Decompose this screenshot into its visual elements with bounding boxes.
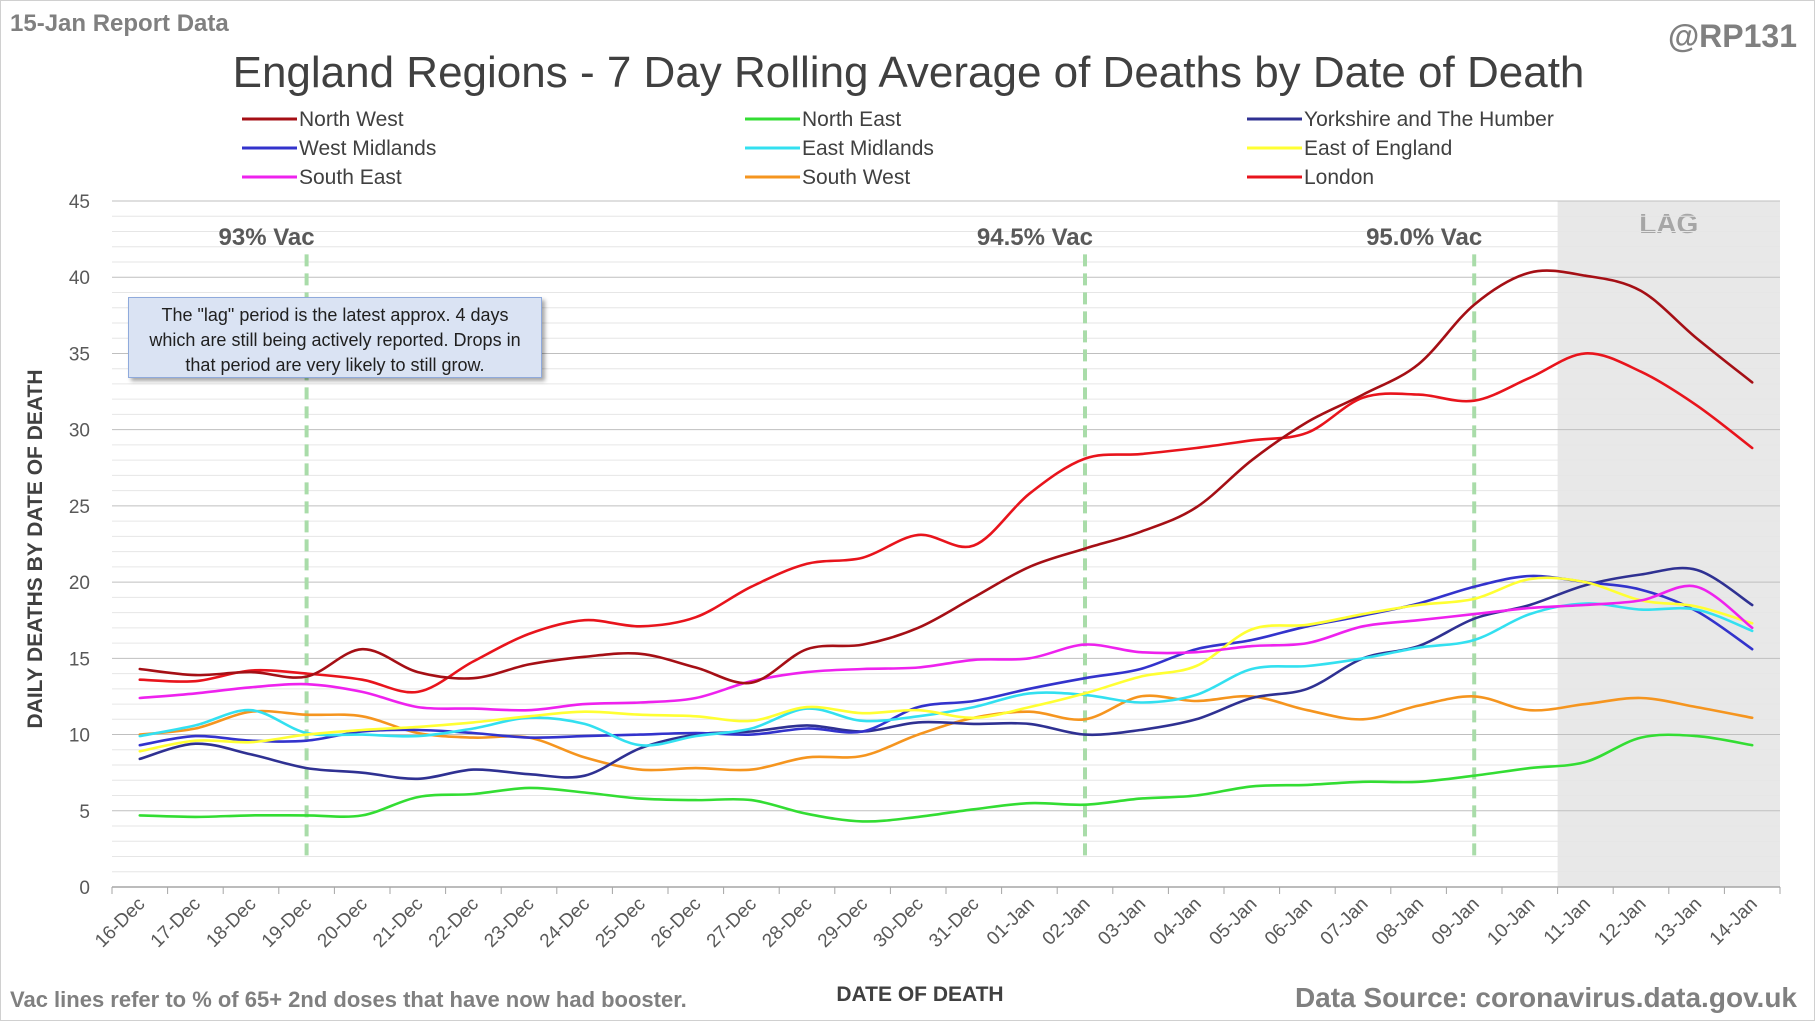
- series-line-yorkshire-and-the-humber: [138, 566, 1754, 781]
- x-tick-label: 08-Jan: [1372, 894, 1428, 950]
- x-tick-label: 11-Jan: [1540, 894, 1595, 949]
- x-tick-label: 05-Jan: [1205, 894, 1261, 950]
- x-tick-label: 28-Dec: [758, 894, 816, 952]
- chart-title: England Regions - 7 Day Rolling Average …: [232, 48, 1585, 97]
- author-handle: @RP131: [1667, 18, 1797, 54]
- x-tick-label: 27-Dec: [703, 894, 761, 952]
- lag-note-box: The "lag" period is the latest approx. 4…: [128, 297, 542, 378]
- vac-label: 95.0% Vac: [1366, 224, 1482, 251]
- x-tick-label: 03-Jan: [1094, 894, 1150, 950]
- x-tick-label: 09-Jan: [1428, 894, 1484, 950]
- vac-footnote: Vac lines refer to % of 65+ 2nd doses th…: [10, 987, 687, 1012]
- y-tick-label: 10: [69, 726, 90, 747]
- x-tick-label: 29-Dec: [814, 894, 872, 952]
- series-line-east-midlands: [138, 602, 1754, 747]
- x-tick-label: 10-Jan: [1483, 894, 1539, 950]
- legend-label-north-east: North East: [802, 108, 901, 131]
- x-tick-label: 12-Jan: [1595, 894, 1651, 950]
- x-tick-label: 24-Dec: [536, 894, 594, 952]
- y-tick-label: 5: [79, 802, 90, 823]
- legend-layer: North West North East Yorkshire and The Hu…: [242, 108, 1554, 189]
- y-tick-label: 30: [69, 421, 90, 442]
- x-tick-label: 19-Dec: [258, 894, 316, 952]
- legend-label-london: London: [1304, 166, 1374, 189]
- x-tick-label: 13-Jan: [1650, 894, 1706, 950]
- legend-label-west-midlands: West Midlands: [299, 137, 436, 160]
- lag-region: [1557, 201, 1780, 887]
- x-tick-label: 20-Dec: [314, 894, 372, 952]
- x-tick-label: 17-Dec: [147, 894, 205, 952]
- legend-label-south-west: South West: [802, 166, 910, 189]
- x-tick-label: 21-Dec: [369, 894, 427, 952]
- lag-region-layer: LAG: [1557, 201, 1780, 887]
- legend-label-north-west: North West: [299, 108, 404, 131]
- legend-label-south-east: South East: [299, 166, 402, 189]
- legend-label-east-of-england: East of England: [1304, 137, 1452, 160]
- y-axis-label: DAILY DEATHS BY DATE OF DEATH: [24, 369, 47, 729]
- x-tick-label: 06-Jan: [1261, 894, 1317, 950]
- legend-label-yorkshire-and-the-humber: Yorkshire and The Humber: [1304, 108, 1554, 131]
- x-tick-label: 25-Dec: [592, 894, 650, 952]
- report-label: 15-Jan Report Data: [10, 10, 229, 37]
- series-line-london: [138, 352, 1754, 694]
- series-line-west-midlands: [138, 574, 1754, 747]
- y-tick-label: 15: [69, 649, 90, 670]
- y-tick-label: 45: [69, 192, 90, 213]
- x-tick-label: 30-Dec: [870, 894, 928, 952]
- x-tick-label: 18-Dec: [202, 894, 260, 952]
- x-tick-label: 22-Dec: [425, 894, 483, 952]
- lag-label: LAG: [1639, 208, 1698, 239]
- x-tick-label: 07-Jan: [1317, 894, 1373, 950]
- vac-label: 93% Vac: [219, 224, 315, 251]
- x-tick-label: 01-Jan: [983, 894, 1039, 950]
- y-tick-label: 35: [69, 344, 90, 365]
- x-tick-label: 14-Jan: [1706, 894, 1762, 950]
- series-line-north-east: [138, 733, 1754, 823]
- series-line-north-west: [138, 269, 1754, 685]
- y-tick-label: 25: [69, 497, 90, 518]
- vac-label: 94.5% Vac: [977, 224, 1093, 251]
- series-line-south-east: [138, 584, 1754, 712]
- x-tick-label: 04-Jan: [1150, 894, 1206, 950]
- series-layer: [138, 269, 1754, 823]
- series-line-south-west: [138, 694, 1754, 772]
- x-tick-label: 02-Jan: [1039, 894, 1095, 950]
- x-axis-label: DATE OF DEATH: [836, 983, 1004, 1006]
- y-tick-label: 0: [79, 878, 90, 899]
- x-tick-label: 23-Dec: [480, 894, 538, 952]
- y-tick-label: 20: [69, 573, 90, 594]
- series-line-east-of-england: [138, 576, 1754, 753]
- legend-label-east-midlands: East Midlands: [802, 137, 934, 160]
- x-tick-label: 16-Dec: [91, 894, 149, 952]
- x-tick-label: 31-Dec: [925, 894, 983, 952]
- data-source: Data Source: coronavirus.data.gov.uk: [1294, 982, 1797, 1013]
- y-tick-label: 40: [69, 268, 90, 289]
- x-tick-label: 26-Dec: [647, 894, 705, 952]
